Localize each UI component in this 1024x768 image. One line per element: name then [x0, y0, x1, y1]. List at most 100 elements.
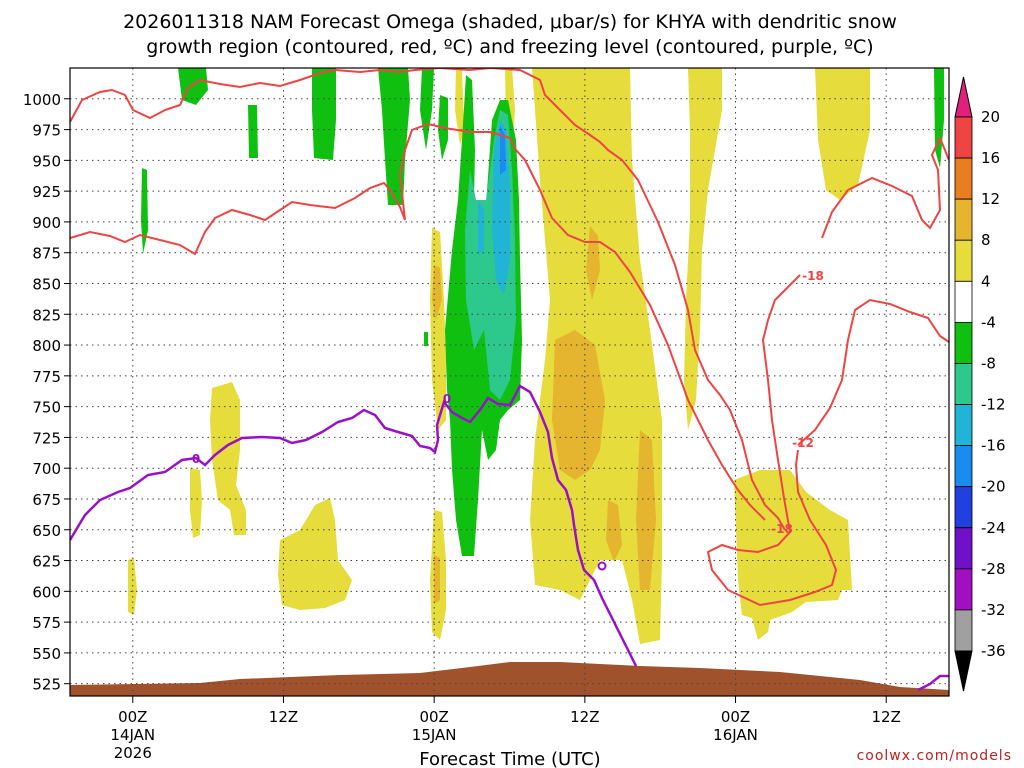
dgz-contour-outer — [797, 298, 949, 446]
dgz-contour-loop — [706, 274, 838, 607]
omega-green-region — [312, 68, 336, 160]
colorbar-swatch — [954, 116, 973, 159]
chart-title-line-1: 2026011318 NAM Forecast Omega (shaded, μ… — [123, 11, 897, 33]
y-tick-label: 650 — [32, 522, 61, 540]
omega-orange-region — [636, 430, 656, 590]
omega-yellow-region — [210, 382, 246, 535]
colorbar-label: -4 — [981, 313, 996, 331]
dgz-contour-upper — [70, 68, 786, 531]
x-axis-title: Forecast Time (UTC) — [419, 749, 600, 768]
omega-green-region — [420, 68, 434, 150]
colorbar-label: 8 — [981, 231, 991, 249]
dgz-contour-label: -18 — [771, 522, 793, 536]
colorbar-swatch — [954, 363, 973, 405]
colorbar-label: -24 — [981, 519, 1006, 537]
contour-lines — [70, 68, 949, 692]
colorbar-label: -32 — [981, 601, 1006, 619]
credit-text: coolwx.com/models — [857, 748, 1012, 764]
colorbar-label: 20 — [981, 108, 1000, 126]
y-tick-label: 525 — [32, 676, 61, 694]
colorbar-swatch — [954, 198, 973, 241]
y-axis: 525 550 575 600 625 650 675 700 725 750 775 800 825 8… — [23, 91, 70, 694]
omega-yellow-region — [190, 468, 202, 538]
x-tick-label: 2026 — [114, 744, 152, 762]
y-tick-label: 900 — [32, 214, 61, 232]
y-tick-label: 975 — [32, 122, 61, 140]
colorbar-label: -36 — [981, 642, 1006, 660]
omega-blue-region — [500, 125, 506, 175]
y-tick-label: 875 — [32, 245, 61, 263]
colorbar-swatch — [954, 280, 973, 323]
dgz-contour-right-upper — [821, 135, 949, 239]
omega-green-region — [378, 68, 410, 205]
colorbar-swatch — [954, 609, 973, 652]
omega-yellow-region — [815, 68, 870, 200]
x-tick-label: 00Z — [118, 708, 147, 726]
colorbar-label: -16 — [981, 437, 1006, 455]
colorbar-top-arrow — [954, 76, 973, 118]
freezing-level-small-loop — [597, 561, 607, 571]
omega-green-region — [178, 68, 208, 105]
gridlines — [70, 68, 949, 696]
colorbar-label: -12 — [981, 396, 1006, 414]
colorbar-swatch — [954, 486, 973, 529]
y-tick-label: 825 — [32, 306, 61, 324]
shaded-omega-field — [70, 68, 949, 696]
freezing-contour-label: 0 — [192, 452, 200, 466]
omega-orange-region — [434, 555, 440, 604]
x-tick-label: 12Z — [570, 708, 599, 726]
freezing-level-contour-right — [917, 674, 949, 692]
y-tick-label: 950 — [32, 152, 61, 170]
colorbar-swatch — [954, 321, 973, 364]
plot-border — [69, 67, 950, 697]
omega-yellow-region — [734, 470, 852, 640]
chart-title-line-2: growth region (contoured, red, ºC) and f… — [146, 36, 873, 58]
x-tick-label: 16JAN — [713, 726, 758, 744]
omega-yellow-region — [278, 498, 352, 610]
y-tick-label: 550 — [32, 645, 61, 663]
terrain-surface — [70, 662, 949, 696]
dgz-contour-label: -18 — [802, 269, 824, 283]
omega-orange-region — [552, 330, 605, 480]
x-tick-label: 12Z — [269, 708, 298, 726]
y-tick-label: 800 — [32, 337, 61, 355]
y-tick-label: 1000 — [23, 91, 61, 109]
colorbar: 20 16 12 8 4 -4 -8 -12 -16 -20 -24 -28 -32 -36 — [954, 76, 1006, 692]
x-tick-label: 00Z — [721, 708, 750, 726]
dgz-contour-lower — [70, 122, 766, 521]
colorbar-swatch — [954, 157, 973, 200]
colorbar-bottom-arrow — [954, 650, 973, 692]
y-tick-label: 700 — [32, 460, 61, 478]
y-tick-label: 575 — [32, 614, 61, 632]
colorbar-label: -28 — [981, 560, 1006, 578]
y-tick-label: 725 — [32, 429, 61, 447]
omega-orange-region — [606, 500, 622, 562]
colorbar-label: 16 — [981, 149, 1000, 167]
y-tick-label: 600 — [32, 583, 61, 601]
y-tick-label: 675 — [32, 491, 61, 509]
colorbar-label: -20 — [981, 478, 1006, 496]
colorbar-swatch — [954, 527, 973, 570]
colorbar-label: 12 — [981, 190, 1000, 208]
omega-green-region — [424, 332, 428, 346]
x-tick-label: 15JAN — [412, 726, 457, 744]
omega-orange-region — [432, 265, 442, 320]
colorbar-swatch — [954, 404, 973, 447]
y-tick-label: 925 — [32, 183, 61, 201]
omega-green-region — [248, 105, 258, 158]
omega-cyan-region — [478, 200, 484, 255]
colorbar-label: -8 — [981, 354, 996, 372]
y-tick-label: 850 — [32, 275, 61, 293]
y-tick-label: 775 — [32, 368, 61, 386]
omega-green-region — [141, 168, 148, 254]
omega-yellow-region — [455, 68, 464, 145]
y-tick-label: 750 — [32, 399, 61, 417]
dgz-contour-label: -12 — [792, 436, 814, 450]
colorbar-label: 4 — [981, 272, 991, 290]
omega-orange-region — [586, 226, 600, 300]
x-tick-label: 14JAN — [110, 726, 155, 744]
freezing-level-contour — [70, 384, 638, 667]
freezing-contour-label: 0 — [443, 392, 451, 406]
